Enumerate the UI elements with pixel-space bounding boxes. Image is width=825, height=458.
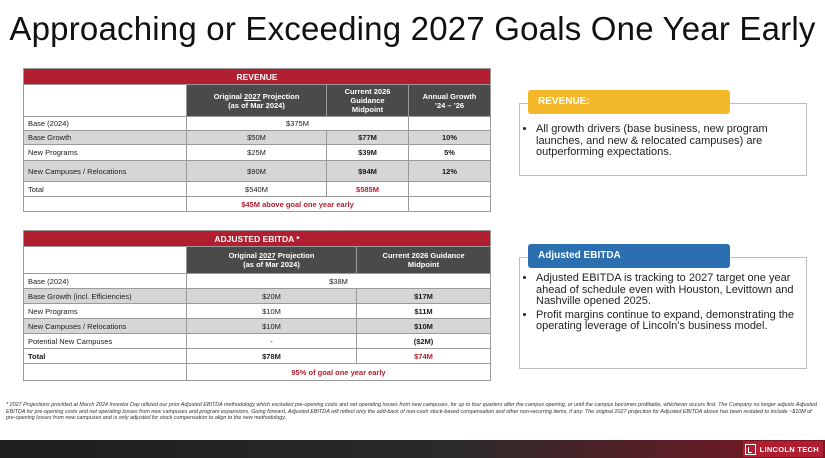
ebitda-bullets: Adjusted EBITDA is tracking to 2027 targ… — [520, 258, 806, 333]
page-title: Approaching or Exceeding 2027 Goals One … — [9, 10, 816, 47]
revenue-goal-note: $45M above goal one year early — [186, 196, 409, 212]
revenue-bullet: All growth drivers (base business, new p… — [536, 123, 796, 159]
revenue-header-current: Current 2026 Guidance Midpoint — [326, 84, 409, 117]
table-row-total: Total $540M $585M — [23, 181, 492, 197]
revenue-tag: REVENUE: — [528, 90, 730, 114]
revenue-bullets: All growth drivers (base business, new p… — [520, 104, 806, 159]
ebitda-bullet: Profit margins continue to expand, demon… — [536, 309, 796, 333]
revenue-table-banner: REVENUE — [22, 68, 492, 85]
table-row-total: Total $78M $74M — [23, 348, 491, 364]
ebitda-callout: Adjusted EBITDA is tracking to 2027 targ… — [519, 257, 807, 369]
ebitda-tag: Adjusted EBITDA — [528, 244, 730, 268]
table-row: Base Growth (incl. Efficiencies) $20M $1… — [23, 288, 491, 304]
table-row: Base Growth $50M $77M 10% — [23, 130, 492, 145]
ebitda-header-original: Original 2027 Projection (as of Mar 2024… — [186, 246, 357, 274]
lincoln-tech-logo: LINCOLN TECH — [742, 441, 823, 457]
revenue-header-original: Original 2027 Projection (as of Mar 2024… — [186, 84, 327, 117]
table-row: Base (2024) $38M — [23, 273, 491, 289]
footnote: * 2027 Projections provided at March 202… — [6, 402, 817, 422]
table-row: New Programs $25M $39M 5% — [23, 144, 492, 161]
bottom-bar — [0, 440, 825, 458]
table-row: Potential New Campuses - ($2M) — [23, 333, 491, 349]
revenue-table: REVENUE Original 2027 Projection (as of … — [22, 68, 492, 212]
logo-mark-icon — [744, 443, 756, 455]
revenue-header-blank — [23, 84, 187, 117]
revenue-callout: All growth drivers (base business, new p… — [519, 103, 807, 176]
ebitda-table-banner: ADJUSTED EBITDA * — [23, 230, 491, 247]
table-row: Base (2024) $375M — [23, 116, 492, 131]
table-row: New Campuses / Relocations $10M $10M — [23, 318, 491, 334]
ebitda-table: ADJUSTED EBITDA * Original 2027 Projecti… — [23, 230, 491, 381]
revenue-header-growth: Annual Growth ’24 – ’26 — [407, 84, 492, 117]
ebitda-header-current: Current 2026 Guidance Midpoint — [356, 246, 491, 274]
table-row: New Campuses / Relocations $90M $94M 12% — [23, 160, 492, 182]
table-row: New Programs $10M $11M — [23, 303, 491, 319]
ebitda-bullet: Adjusted EBITDA is tracking to 2027 targ… — [536, 272, 796, 308]
ebitda-goal-note: 95% of goal one year early — [186, 363, 491, 381]
ebitda-header-blank — [23, 246, 187, 274]
